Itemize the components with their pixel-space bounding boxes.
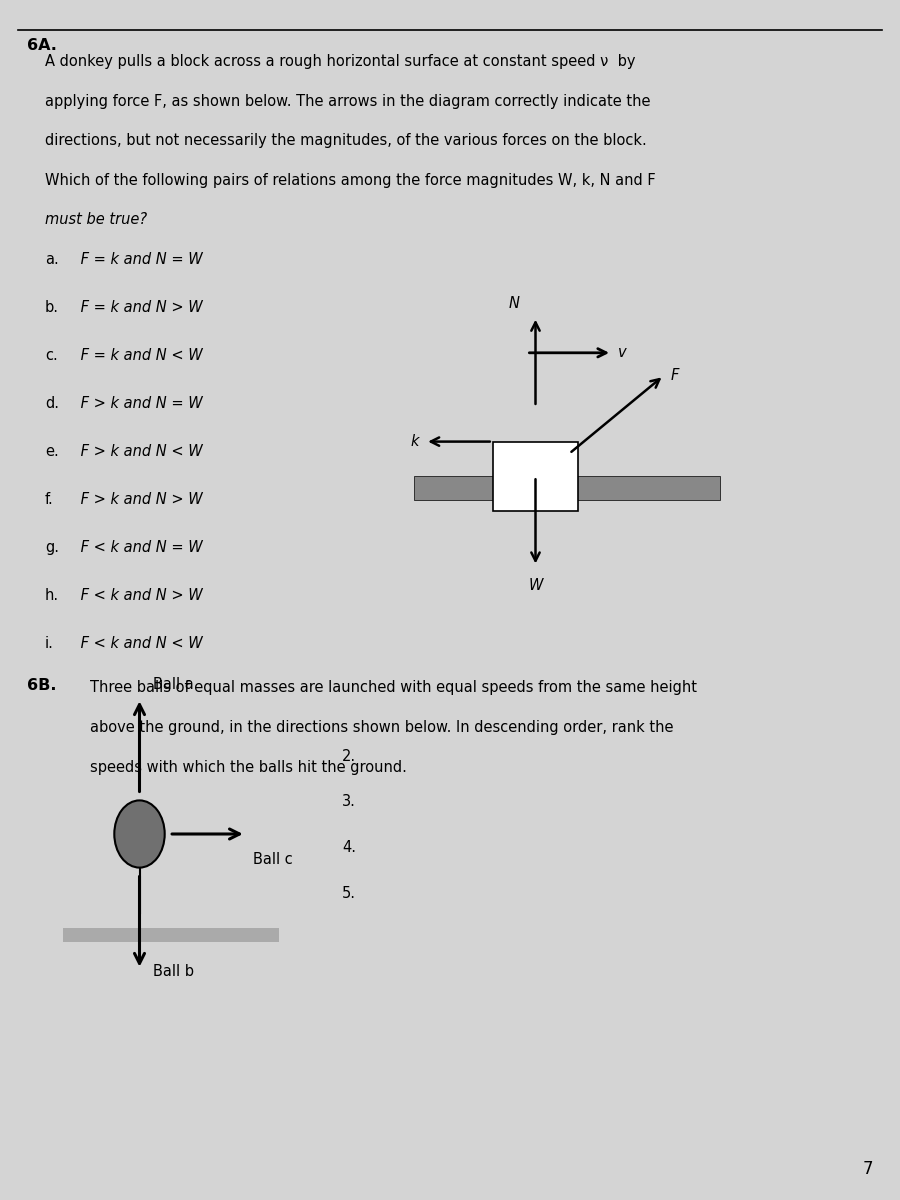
Text: Three balls of equal masses are launched with equal speeds from the same height: Three balls of equal masses are launched…	[90, 680, 697, 695]
Text: F < k and N = W: F < k and N = W	[76, 540, 203, 554]
Text: F = k and N < W: F = k and N < W	[76, 348, 203, 362]
Text: b.: b.	[45, 300, 59, 314]
Text: A donkey pulls a block across a rough horizontal surface at constant speed ν  by: A donkey pulls a block across a rough ho…	[45, 54, 635, 68]
Text: 6A.: 6A.	[27, 38, 57, 53]
Text: must be true?: must be true?	[45, 212, 147, 228]
Text: Ball a: Ball a	[153, 677, 194, 692]
Text: 5.: 5.	[342, 886, 356, 900]
Text: F = k and N = W: F = k and N = W	[76, 252, 203, 266]
Text: Which of the following pairs of relations among the force magnitudes W, k, N and: Which of the following pairs of relation…	[45, 173, 655, 187]
Text: speeds with which the balls hit the ground.: speeds with which the balls hit the grou…	[90, 760, 407, 775]
Text: W: W	[528, 578, 543, 593]
Text: F < k and N < W: F < k and N < W	[76, 636, 203, 650]
Text: F > k and N > W: F > k and N > W	[76, 492, 203, 506]
Text: F: F	[670, 368, 680, 383]
Text: k: k	[410, 434, 419, 449]
Bar	[414, 476, 720, 500]
Text: 4.: 4.	[342, 840, 356, 854]
Text: 6B.: 6B.	[27, 678, 57, 692]
Text: i.: i.	[45, 636, 54, 650]
Text: Ball c: Ball c	[253, 852, 292, 866]
Text: 2.: 2.	[342, 749, 356, 764]
Text: F < k and N > W: F < k and N > W	[76, 588, 203, 602]
Text: a.: a.	[45, 252, 58, 266]
Text: 7: 7	[862, 1160, 873, 1178]
Bar	[493, 442, 578, 511]
Text: directions, but not necessarily the magnitudes, of the various forces on the blo: directions, but not necessarily the magn…	[45, 133, 647, 148]
Text: 3.: 3.	[342, 794, 356, 809]
Text: F > k and N < W: F > k and N < W	[76, 444, 203, 458]
Text: above the ground, in the directions shown below. In descending order, rank the: above the ground, in the directions show…	[90, 720, 673, 734]
Text: F = k and N > W: F = k and N > W	[76, 300, 203, 314]
Circle shape	[114, 800, 165, 868]
Text: applying force F, as shown below. The arrows in the diagram correctly indicate t: applying force F, as shown below. The ar…	[45, 94, 651, 109]
Text: f.: f.	[45, 492, 54, 506]
Bar	[63, 928, 279, 942]
Text: Ball b: Ball b	[153, 964, 194, 979]
Text: N: N	[508, 295, 519, 311]
Text: e.: e.	[45, 444, 58, 458]
Text: g.: g.	[45, 540, 59, 554]
Text: h.: h.	[45, 588, 59, 602]
Text: d.: d.	[45, 396, 59, 410]
Text: v: v	[618, 346, 627, 360]
Text: c.: c.	[45, 348, 58, 362]
Text: F > k and N = W: F > k and N = W	[76, 396, 203, 410]
